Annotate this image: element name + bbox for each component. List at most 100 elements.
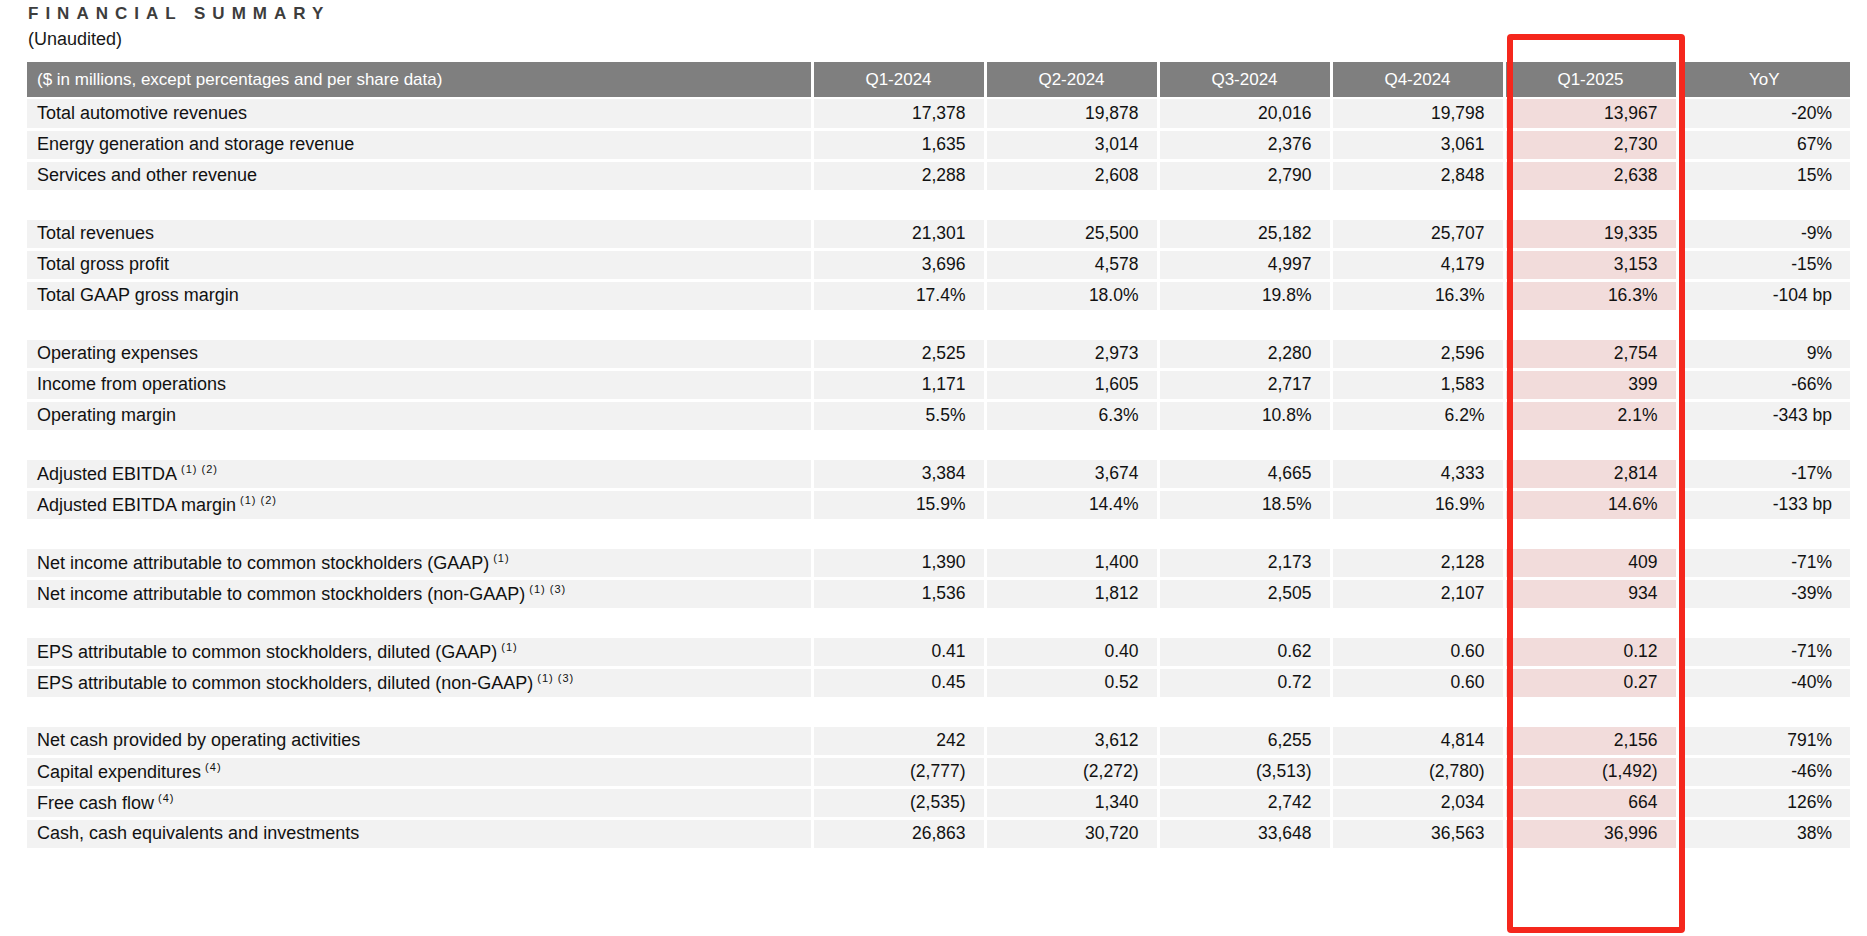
table-row: Total gross profit3,6964,5784,9974,1793,… [27, 249, 1850, 280]
spacer-cell [27, 191, 812, 218]
row-label: Adjusted EBITDA margin(1) (2) [27, 489, 812, 520]
column-header-yoy: YoY [1677, 62, 1850, 98]
spacer-cell [812, 191, 985, 218]
cell-value: 0.60 [1331, 667, 1504, 698]
cell-value: 6,255 [1158, 725, 1331, 756]
spacer-row [27, 609, 1850, 636]
cell-value: 17,378 [812, 98, 985, 129]
spacer-cell [1158, 311, 1331, 338]
spacer-cell [985, 698, 1158, 725]
row-label: Services and other revenue [27, 160, 812, 191]
cell-value: 3,153 [1504, 249, 1677, 280]
row-label: Total GAAP gross margin [27, 280, 812, 311]
table-row: Cash, cash equivalents and investments26… [27, 818, 1850, 849]
cell-value: 30,720 [985, 818, 1158, 849]
spacer-cell [1331, 191, 1504, 218]
cell-value: 399 [1504, 369, 1677, 400]
cell-value: -15% [1677, 249, 1850, 280]
cell-value: 791% [1677, 725, 1850, 756]
cell-value: -104 bp [1677, 280, 1850, 311]
cell-value: 6.2% [1331, 400, 1504, 431]
footnote-marker: (4) [158, 792, 174, 804]
column-header-q1-2024: Q1-2024 [812, 62, 985, 98]
spacer-cell [1158, 520, 1331, 547]
spacer-cell [1331, 311, 1504, 338]
spacer-cell [1331, 609, 1504, 636]
cell-value: 934 [1504, 578, 1677, 609]
spacer-cell [1504, 609, 1677, 636]
cell-value: 17.4% [812, 280, 985, 311]
cell-value: 16.3% [1331, 280, 1504, 311]
cell-value: 2,973 [985, 338, 1158, 369]
cell-value: 0.27 [1504, 667, 1677, 698]
table-row: Adjusted EBITDA margin(1) (2)15.9%14.4%1… [27, 489, 1850, 520]
cell-value: -40% [1677, 667, 1850, 698]
table-row: EPS attributable to common stockholders,… [27, 667, 1850, 698]
spacer-row [27, 520, 1850, 547]
cell-value: 20,016 [1158, 98, 1331, 129]
row-label: Total automotive revenues [27, 98, 812, 129]
cell-value: 1,390 [812, 547, 985, 578]
cell-value: 2,754 [1504, 338, 1677, 369]
cell-value: 0.40 [985, 636, 1158, 667]
cell-value: 4,578 [985, 249, 1158, 280]
cell-value: -20% [1677, 98, 1850, 129]
table-row: Adjusted EBITDA(1) (2)3,3843,6744,6654,3… [27, 458, 1850, 489]
cell-value: 19,878 [985, 98, 1158, 129]
spacer-cell [27, 698, 812, 725]
cell-value: 0.12 [1504, 636, 1677, 667]
cell-value: 126% [1677, 787, 1850, 818]
table-row: Services and other revenue2,2882,6082,79… [27, 160, 1850, 191]
cell-value: 6.3% [985, 400, 1158, 431]
table-row: Income from operations1,1711,6052,7171,5… [27, 369, 1850, 400]
spacer-cell [985, 191, 1158, 218]
spacer-cell [985, 609, 1158, 636]
row-label: Net cash provided by operating activitie… [27, 725, 812, 756]
row-label: Income from operations [27, 369, 812, 400]
cell-value: 15.9% [812, 489, 985, 520]
cell-value: 2,638 [1504, 160, 1677, 191]
cell-value: 4,333 [1331, 458, 1504, 489]
cell-value: 4,665 [1158, 458, 1331, 489]
table-row: Total GAAP gross margin17.4%18.0%19.8%16… [27, 280, 1850, 311]
row-label: EPS attributable to common stockholders,… [27, 667, 812, 698]
spacer-cell [985, 431, 1158, 458]
cell-value: 2,173 [1158, 547, 1331, 578]
cell-value: 21,301 [812, 218, 985, 249]
cell-value: 2,848 [1331, 160, 1504, 191]
cell-value: 0.41 [812, 636, 985, 667]
table-row: Total automotive revenues17,37819,87820,… [27, 98, 1850, 129]
row-label: Total gross profit [27, 249, 812, 280]
spacer-cell [1158, 609, 1331, 636]
cell-value: 242 [812, 725, 985, 756]
cell-value: 1,536 [812, 578, 985, 609]
cell-value: 18.0% [985, 280, 1158, 311]
cell-value: 1,400 [985, 547, 1158, 578]
cell-value: -66% [1677, 369, 1850, 400]
cell-value: 2,525 [812, 338, 985, 369]
spacer-cell [27, 311, 812, 338]
financial-summary-page: FINANCIAL SUMMARY (Unaudited) ($ in mill… [0, 0, 1867, 936]
cell-value: -17% [1677, 458, 1850, 489]
cell-value: 2,107 [1331, 578, 1504, 609]
cell-value: (1,492) [1504, 756, 1677, 787]
spacer-cell [27, 431, 812, 458]
spacer-cell [812, 311, 985, 338]
cell-value: 3,696 [812, 249, 985, 280]
spacer-cell [1158, 191, 1331, 218]
cell-value: 1,171 [812, 369, 985, 400]
cell-value: 0.72 [1158, 667, 1331, 698]
cell-value: 3,384 [812, 458, 985, 489]
footnote-marker: (1) (3) [537, 672, 574, 684]
spacer-cell [812, 520, 985, 547]
table-row: Operating expenses2,5252,9732,2802,5962,… [27, 338, 1850, 369]
spacer-cell [1158, 698, 1331, 725]
cell-value: 2,288 [812, 160, 985, 191]
footnote-marker: (1) (3) [529, 583, 566, 595]
cell-value: 2,596 [1331, 338, 1504, 369]
cell-value: 2,717 [1158, 369, 1331, 400]
cell-value: 0.62 [1158, 636, 1331, 667]
cell-value: 4,814 [1331, 725, 1504, 756]
cell-value: 13,967 [1504, 98, 1677, 129]
row-label: Cash, cash equivalents and investments [27, 818, 812, 849]
